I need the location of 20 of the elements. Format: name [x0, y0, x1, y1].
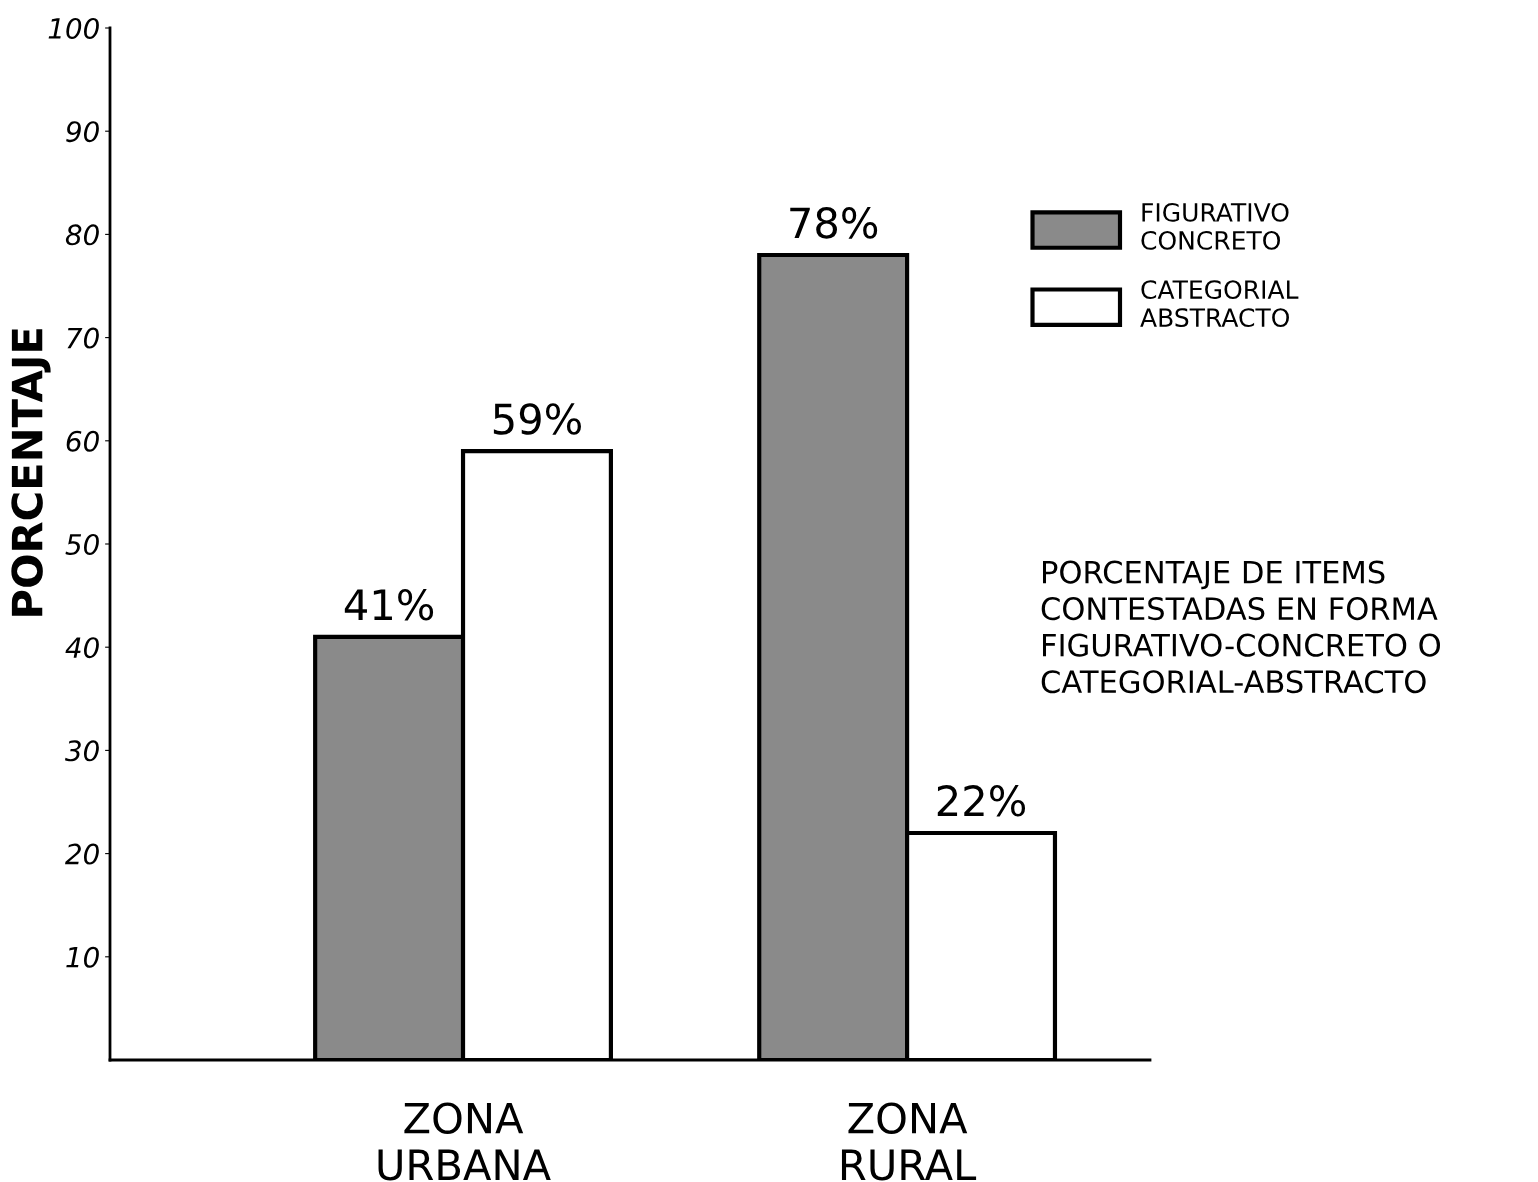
x-tick-label: ZONA URBANA: [378, 1102, 551, 1181]
y-tick-label: 80: [65, 224, 99, 246]
y-tick-label: 70: [67, 327, 99, 349]
y-tick-label: 50: [65, 533, 99, 555]
y-tick-label: 90: [66, 121, 99, 143]
annotation: PORCENTAJE DE ITEMS CONTESTADAS EN FORMA FIGURATIVO-CONCRETO O CATEGORIAL-ABSTRACTO: [1041, 560, 1441, 694]
data-label: 78%: [790, 207, 878, 239]
legend-label: FIGURATIVO CONCRETO: [1141, 202, 1289, 250]
x-tick-label: ZONA RURAL: [841, 1102, 977, 1181]
data-label: 41%: [344, 588, 434, 621]
data-label: 59%: [493, 403, 581, 435]
data-label: 22%: [937, 785, 1026, 817]
y-tick-label: 100: [48, 17, 99, 39]
y-tick-label: 60: [66, 430, 99, 452]
y-tick-label: 40: [65, 637, 99, 659]
y-tick-label: 20: [65, 843, 99, 865]
y-tick-label: 30: [64, 740, 99, 762]
legend-label: CATEGORIAL ABSTRACTO: [1140, 280, 1299, 328]
y-axis-title: PORCENTAJE: [11, 329, 51, 616]
y-tick-label: 10: [66, 946, 99, 968]
